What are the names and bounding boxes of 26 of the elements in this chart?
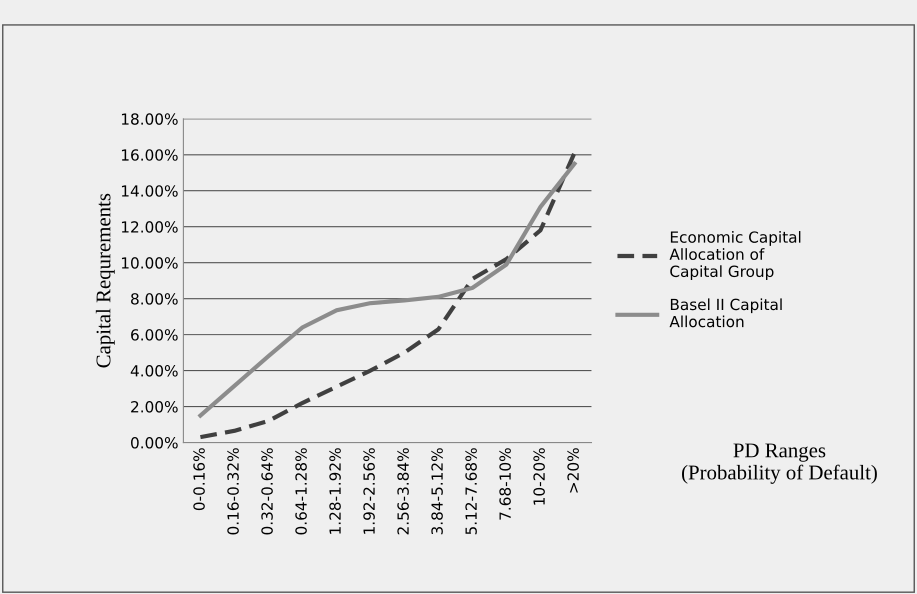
legend-label: Basel II Capital Allocation: [670, 298, 782, 328]
y-tick-label: 8.00%: [131, 293, 178, 305]
x-tick-label: 1.92-2.56%: [363, 448, 375, 534]
y-tick-label: 4.00%: [130, 365, 178, 377]
x-tick-label: 10-20%: [533, 448, 545, 505]
x-tick-label: 0.16-0.32%: [227, 448, 239, 534]
x-tick-label: 7.68-10%: [499, 448, 511, 520]
x-tick-label: 2.56-3.84%: [397, 448, 409, 534]
x-tick-label: 5.12-7.68%: [465, 448, 477, 534]
x-tick-label: 3.84-5.12%: [431, 448, 443, 534]
y-tick-label: 2.00%: [131, 401, 178, 413]
y-tick-label: 6.00%: [131, 329, 178, 341]
y-tick-label: 14.00%: [122, 185, 178, 197]
x-tick-label: >20%: [567, 448, 579, 493]
y-tick-label: 12.00%: [122, 221, 178, 233]
x-tick-label: 1.28-1.92%: [329, 448, 341, 534]
y-axis-title: Capital Requrements: [96, 194, 115, 368]
y-tick-label: 0.00%: [131, 436, 178, 449]
x-tick-label: 0-0.16%: [193, 448, 205, 510]
legend-label: Economic Capital Allocation of Capital Group: [670, 231, 800, 280]
x-tick-label: 0.32-0.64%: [261, 448, 273, 534]
y-tick-label: 16.00%: [122, 149, 178, 161]
y-tick-label: 10.00%: [122, 257, 178, 269]
x-tick-label: 0.64-1.28%: [295, 448, 307, 534]
x-axis-title: PD Ranges (Probability of Default): [682, 444, 877, 484]
y-tick-label: 18.00%: [122, 113, 178, 125]
